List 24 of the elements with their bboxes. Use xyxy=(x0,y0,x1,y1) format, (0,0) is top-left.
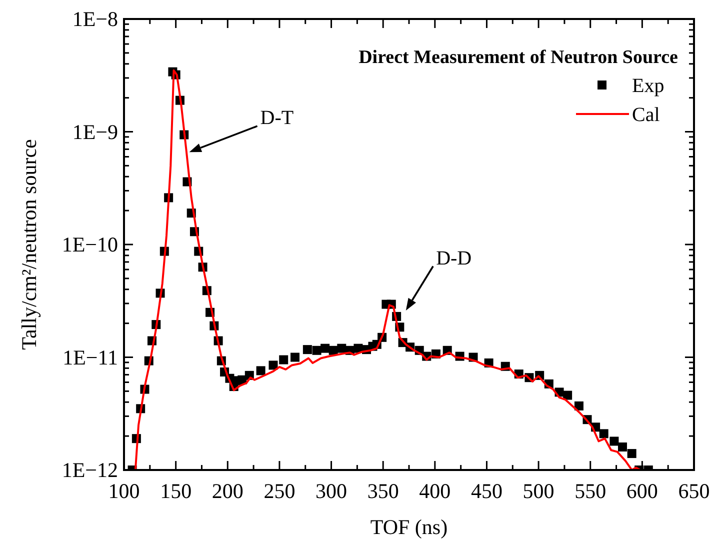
annotation: D-T xyxy=(260,107,294,130)
legend-label: Exp xyxy=(632,75,664,97)
x-tick-label: 450 xyxy=(470,479,502,503)
x-tick-label: 500 xyxy=(522,479,554,503)
x-tick-label: 200 xyxy=(212,479,244,503)
legend-label: Cal xyxy=(632,104,660,126)
x-tick-label: 150 xyxy=(160,479,192,503)
x-tick-label: 250 xyxy=(264,479,296,503)
x-tick-label: 100 xyxy=(108,479,140,503)
x-axis-title: TOF (ns) xyxy=(370,515,448,539)
annotation: D-D xyxy=(436,247,472,270)
y-tick-label: 1E−10 xyxy=(62,232,118,256)
x-tick-label: 550 xyxy=(574,479,606,503)
text: Direct Measurement of Neutron Source xyxy=(358,47,678,68)
y-tick-label: 1E−8 xyxy=(72,7,118,31)
x-tick-label: 350 xyxy=(367,479,399,503)
x-tick-label: 600 xyxy=(626,479,658,503)
y-tick-label: 1E−12 xyxy=(62,458,118,482)
y-tick-label: 1E−11 xyxy=(62,345,118,370)
y-tick-label: 1E−9 xyxy=(72,120,118,144)
x-tick-label: 650 xyxy=(678,479,710,503)
x-tick-label: 400 xyxy=(419,479,451,503)
y-axis-title: Tally/cm²/neutron source xyxy=(17,139,41,350)
x-tick-label: 300 xyxy=(316,479,348,503)
